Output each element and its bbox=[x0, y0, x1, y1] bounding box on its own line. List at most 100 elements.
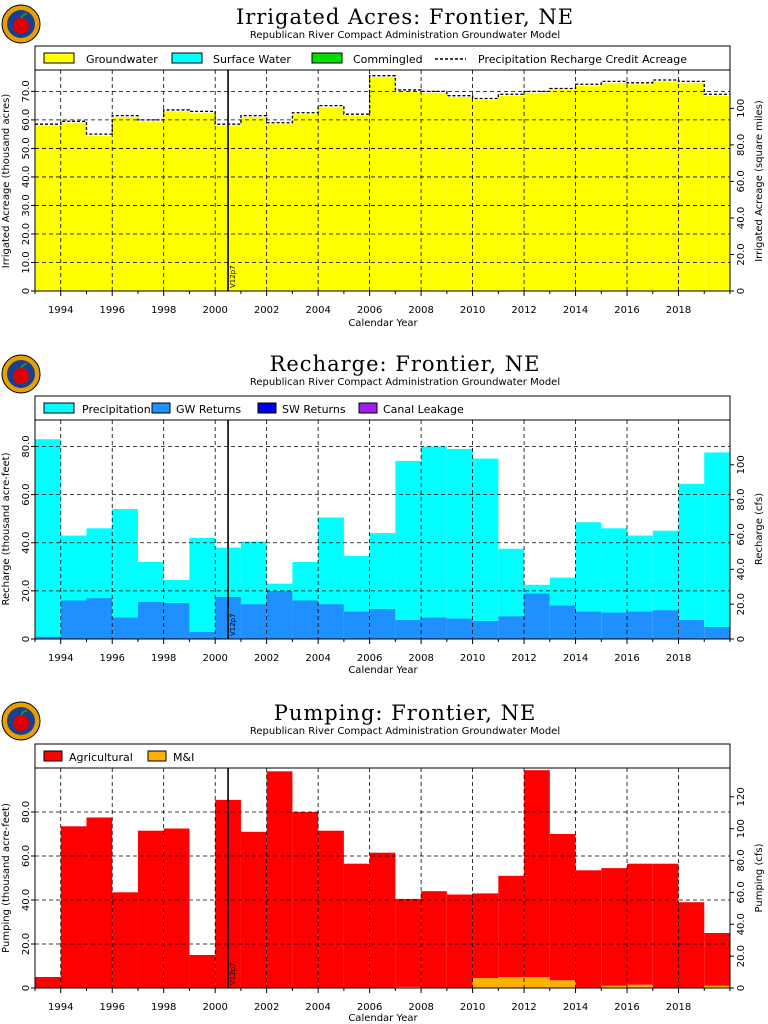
panel-pumping: Pumping: Frontier, NE Republican River C… bbox=[1, 701, 765, 1024]
apple-logo-icon bbox=[1, 701, 41, 741]
y-tick-label: 10.0 bbox=[21, 251, 32, 273]
y-tick-label: 20.0 bbox=[21, 933, 32, 955]
bar-groundwater-2003 bbox=[292, 114, 319, 291]
plot-frame bbox=[34, 69, 731, 292]
bar-agricultural-1995 bbox=[86, 817, 113, 988]
bar-agricultural-2019 bbox=[704, 933, 730, 986]
legend-item-commingled: Commingled bbox=[311, 52, 423, 66]
panel-irrigated-acres: Irrigated Acres: Frontier, NE Republican… bbox=[1, 4, 765, 329]
bar-gw-returns-2008 bbox=[421, 617, 447, 639]
legend-box bbox=[34, 45, 731, 71]
y-tick-label: 80.0 bbox=[21, 435, 32, 457]
chart-subtitle: Republican River Compact Administration … bbox=[250, 30, 560, 41]
x-tick-label: 2014 bbox=[563, 1002, 588, 1013]
grid bbox=[35, 70, 730, 291]
legend-item-groundwater: Groundwater bbox=[43, 52, 158, 66]
bar-gw-returns-2001 bbox=[240, 604, 267, 639]
bar-precipitation-2005 bbox=[343, 555, 370, 612]
bar-agricultural-2004 bbox=[318, 830, 344, 988]
y-tick-label-right: 40.0 bbox=[736, 207, 747, 229]
bar-precipitation-1996 bbox=[112, 509, 138, 618]
bar-agricultural-2018 bbox=[678, 902, 705, 988]
y-tick-label-right: 60.0 bbox=[736, 881, 747, 903]
legend-label: Commingled bbox=[353, 53, 423, 66]
y-tick-label-right: 40.0 bbox=[736, 913, 747, 935]
x-tick-label: 1998 bbox=[151, 1002, 176, 1013]
bar-gw-returns-2005 bbox=[343, 611, 370, 639]
bar-agricultural-2009 bbox=[446, 894, 473, 988]
bar-agricultural-2015 bbox=[601, 868, 628, 986]
y-axis-label-right: Recharge (cfs) bbox=[754, 493, 765, 565]
legend-box bbox=[34, 395, 731, 421]
bar-groundwater-2010 bbox=[472, 99, 499, 291]
x-tick-label: 2012 bbox=[511, 305, 536, 316]
x-tick-label: 2000 bbox=[202, 653, 227, 664]
legend-label: Agricultural bbox=[69, 751, 133, 764]
bar-precipitation-2017 bbox=[652, 530, 679, 611]
y-tick-label-right: 60.0 bbox=[736, 523, 747, 545]
x-tick-label: 1994 bbox=[48, 1002, 73, 1013]
x-tick-label: 2016 bbox=[614, 305, 639, 316]
y-tick-label-right: 0 bbox=[736, 636, 747, 642]
legend-label: Surface Water bbox=[213, 53, 291, 66]
legend-item-precipitation: Precipitation bbox=[43, 402, 151, 416]
bar-groundwater-2019 bbox=[704, 95, 730, 291]
model-version-label: V12p7 bbox=[229, 962, 237, 985]
legend-label: SW Returns bbox=[282, 403, 346, 416]
bar-agricultural-1994 bbox=[60, 826, 87, 988]
bar-precipitation-1993 bbox=[35, 439, 61, 637]
bar-agricultural-2008 bbox=[421, 891, 447, 988]
bar-agricultural-1993 bbox=[35, 977, 61, 988]
x-tick-label: 2008 bbox=[408, 1002, 433, 1013]
x-tick-label: 2000 bbox=[202, 305, 227, 316]
x-tick-label: 2006 bbox=[357, 305, 382, 316]
bar-precipitation-2012 bbox=[524, 584, 550, 594]
bar-precipitation-2011 bbox=[498, 548, 525, 617]
x-tick-label: 2008 bbox=[408, 305, 433, 316]
model-version-label: V12p7 bbox=[229, 265, 237, 288]
bar-groundwater-1999 bbox=[189, 112, 216, 291]
bar-gw-returns-2012 bbox=[524, 593, 550, 639]
prc-acreage-line bbox=[35, 75, 730, 135]
x-tick-label: 2004 bbox=[305, 653, 330, 664]
legend-label: Groundwater bbox=[86, 53, 158, 66]
legend-item-mandi: M&I bbox=[147, 750, 194, 764]
chart-title: Irrigated Acres: Frontier, NE bbox=[236, 5, 574, 29]
bar-precipitation-2018 bbox=[678, 483, 705, 620]
y-tick-label-right: 80.0 bbox=[736, 488, 747, 510]
bar-gw-returns-1993 bbox=[35, 636, 61, 639]
bar-precipitation-1995 bbox=[86, 528, 113, 599]
bar-agricultural-2005 bbox=[343, 863, 370, 988]
bar-groundwater-1995 bbox=[86, 135, 113, 291]
y-tick-label-right: 80.0 bbox=[736, 849, 747, 871]
y-tick-label-right: 20.0 bbox=[736, 243, 747, 265]
y-axis-label: Recharge (thousand acre-feet) bbox=[1, 452, 12, 605]
y-axis-label-right: Irrigated Acreage (square miles) bbox=[754, 100, 765, 262]
bar-agricultural-1997 bbox=[137, 830, 164, 988]
bar-precipitation-2015 bbox=[601, 528, 628, 613]
bar-agricultural-2007 bbox=[395, 898, 422, 987]
bar-groundwater-2009 bbox=[446, 97, 473, 291]
legend-label: Canal Leakage bbox=[383, 403, 464, 416]
legend-label: Precipitation Recharge Credit Acreage bbox=[478, 53, 687, 66]
x-tick-label: 2006 bbox=[357, 1002, 382, 1013]
apple-logo-icon bbox=[1, 354, 41, 394]
bar-groundwater-2018 bbox=[678, 82, 705, 291]
bar-groundwater-2002 bbox=[266, 124, 293, 291]
x-tick-label: 2014 bbox=[563, 653, 588, 664]
bar-groundwater-2016 bbox=[627, 84, 653, 291]
x-axis-label: Calendar Year bbox=[348, 318, 418, 329]
bar-m-i-2010 bbox=[472, 978, 499, 988]
bar-agricultural-1998 bbox=[163, 828, 190, 988]
y-tick-label-right: 120 bbox=[736, 787, 747, 806]
x-tick-label: 2016 bbox=[614, 653, 639, 664]
bar-gw-returns-2015 bbox=[601, 612, 628, 639]
x-tick-label: 1998 bbox=[151, 653, 176, 664]
bar-groundwater-1998 bbox=[163, 111, 190, 291]
bar-gw-returns-2003 bbox=[292, 600, 319, 639]
y-tick-label-right: 0 bbox=[736, 288, 747, 294]
bar-precipitation-2001 bbox=[240, 541, 267, 605]
bar-m-i-2019 bbox=[704, 985, 730, 988]
bar-precipitation-1998 bbox=[163, 580, 190, 603]
x-tick-label: 1996 bbox=[99, 1002, 124, 1013]
